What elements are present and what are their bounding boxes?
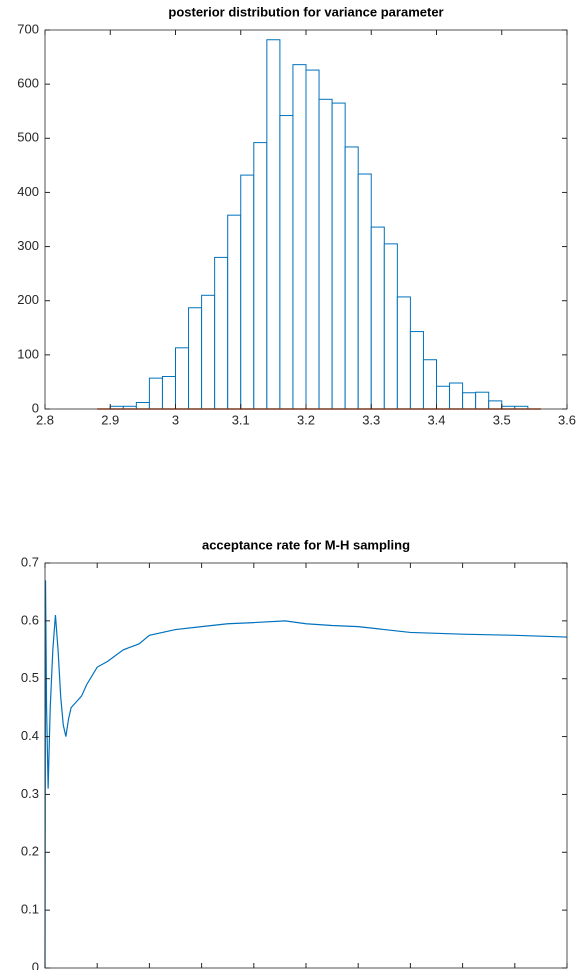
- histogram-bar: [279, 115, 294, 410]
- y-tick-label: 0.4: [21, 728, 39, 743]
- histogram-bar: [292, 64, 307, 410]
- histogram-bar: [188, 307, 203, 410]
- y-tick-label: 0.2: [21, 844, 39, 859]
- histogram-bar: [214, 256, 229, 410]
- x-tick-label: 3.1: [232, 412, 250, 427]
- x-tick-label: 2.8: [36, 412, 54, 427]
- histogram-bar: [383, 243, 398, 410]
- histogram-bar: [227, 214, 242, 410]
- x-tick-label: 2.9: [101, 412, 119, 427]
- y-tick-label: 0.1: [21, 902, 39, 917]
- x-tick-label: 3.5: [493, 412, 511, 427]
- histogram-bar: [148, 377, 163, 410]
- data-line: [44, 580, 568, 969]
- histogram-bar: [436, 385, 451, 410]
- axes-box: [45, 563, 567, 968]
- histogram-bar: [449, 382, 464, 410]
- histogram-bar: [201, 294, 216, 410]
- y-tick-label: 0.7: [21, 554, 39, 569]
- y-tick-label: 200: [17, 292, 39, 307]
- chart-title: posterior distribution for variance para…: [168, 4, 443, 19]
- histogram-bar: [462, 392, 477, 410]
- y-tick-label: 0.6: [21, 612, 39, 627]
- y-tick-label: 0: [32, 400, 39, 415]
- y-tick-label: 0.5: [21, 670, 39, 685]
- histogram-bar: [135, 402, 150, 410]
- histogram-bar: [370, 226, 385, 410]
- histogram-bar: [266, 39, 281, 410]
- histogram-bar: [475, 391, 490, 410]
- histogram-bar: [318, 98, 333, 410]
- x-tick-label: 3.2: [297, 412, 315, 427]
- chart-title: acceptance rate for M-H sampling: [202, 537, 410, 552]
- x-tick-label: 3.4: [427, 412, 445, 427]
- x-tick-label: 3: [172, 412, 179, 427]
- y-tick-label: 100: [17, 346, 39, 361]
- y-tick-label: 0.3: [21, 786, 39, 801]
- x-tick-label: 3.6: [558, 412, 576, 427]
- histogram-bar: [253, 142, 268, 410]
- histogram-bar: [175, 347, 190, 410]
- y-tick-label: 600: [17, 76, 39, 91]
- y-tick-label: 700: [17, 21, 39, 36]
- histogram-bar: [161, 376, 176, 410]
- x-tick-label: 3.3: [362, 412, 380, 427]
- histogram-bar: [488, 400, 503, 410]
- y-tick-label: 500: [17, 130, 39, 145]
- histogram-bar: [240, 174, 255, 410]
- histogram-bar: [396, 296, 411, 410]
- histogram-bar: [357, 173, 372, 410]
- histogram-bar: [422, 359, 438, 410]
- y-tick-label: 400: [17, 184, 39, 199]
- y-tick-label: 0: [32, 959, 39, 970]
- histogram-bar: [305, 69, 320, 410]
- histogram-bar: [331, 102, 346, 410]
- histogram-bar: [409, 331, 424, 410]
- y-tick-label: 300: [17, 238, 39, 253]
- histogram-bar: [344, 146, 359, 410]
